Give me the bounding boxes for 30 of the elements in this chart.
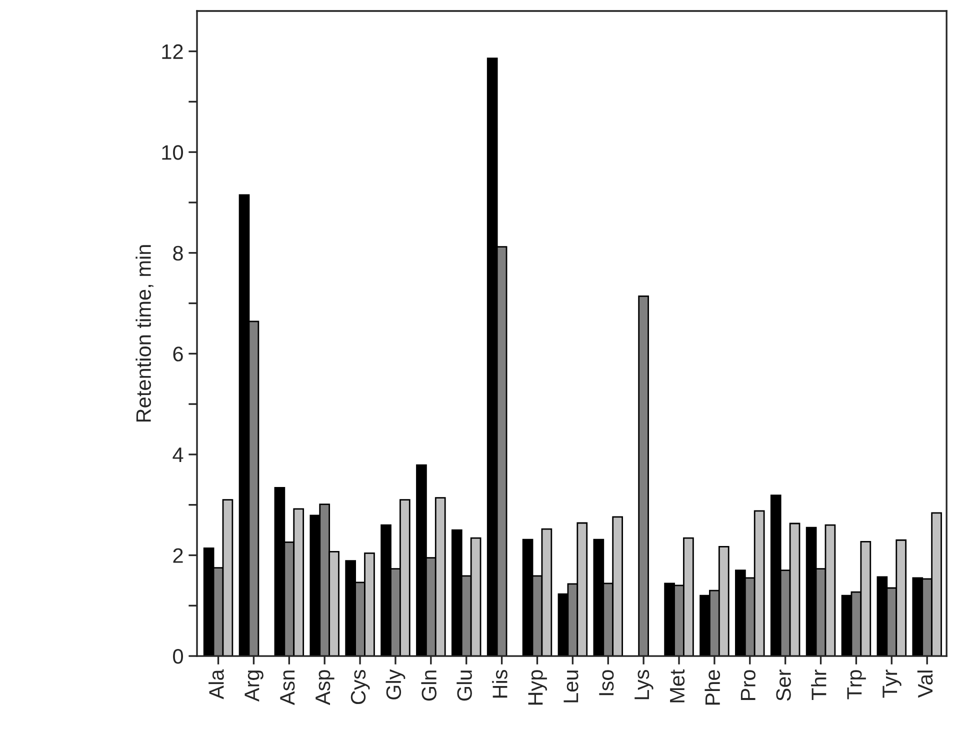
x-tick-label: His (492, 670, 508, 698)
y-tick-label: 0 (173, 649, 183, 664)
x-tick-label: Val (917, 670, 933, 698)
x-tick-label: Iso (599, 670, 614, 696)
x-tick-label: Lys (634, 670, 654, 700)
y-axis-title: Retention time, min (136, 245, 154, 422)
y-tick-label: 2 (173, 548, 183, 563)
x-tick-label: Met (670, 669, 685, 702)
x-tick-label: Ser (776, 670, 791, 701)
x-tick-label: Gln (421, 670, 437, 701)
x-tick-label: Ala (208, 669, 224, 700)
x-tick-label: Leu (564, 670, 578, 702)
x-tick-label: Gly (386, 669, 406, 700)
y-tick-label: 12 (162, 44, 183, 59)
x-tick-label: Trp (847, 670, 866, 700)
x-tick-label: Thr (811, 670, 826, 700)
x-tick-label: Asp (316, 670, 334, 706)
y-tick-label: 10 (162, 145, 183, 160)
y-tick-label: 4 (172, 448, 184, 462)
bar (638, 296, 649, 656)
y-tick-label: 8 (173, 246, 183, 261)
x-tick-label: Hyp (528, 670, 547, 705)
x-tick-label: Glu (456, 670, 472, 701)
x-tick-label: Phe (704, 670, 720, 705)
x-tick-label: Pro (740, 670, 756, 700)
x-tick-label: Tyr (882, 670, 902, 698)
x-tick-label: Asn (280, 670, 295, 706)
y-tick-label: 6 (173, 346, 183, 362)
x-tick-label: Cys (350, 670, 370, 704)
x-tick-label: Arg (244, 670, 264, 702)
